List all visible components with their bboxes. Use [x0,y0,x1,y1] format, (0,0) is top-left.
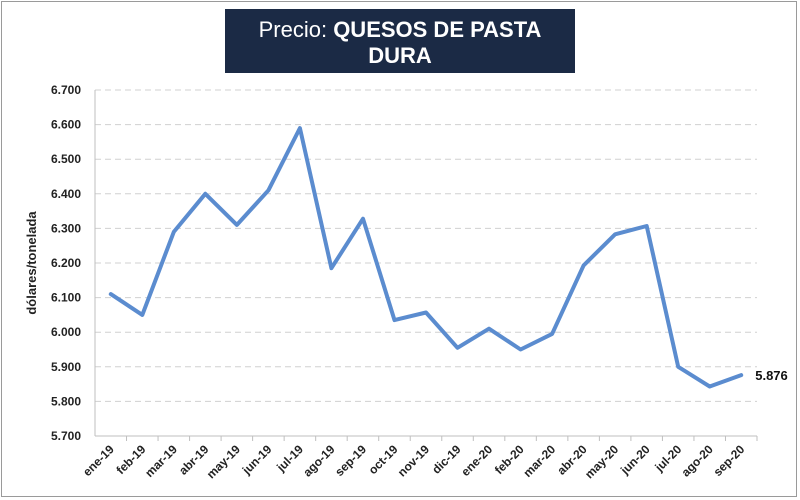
x-tick-label: ago-19 [300,442,337,479]
y-tick-label: 6.500 [51,152,81,166]
y-tick-label: 5.800 [51,394,81,408]
chart-title: Precio: QUESOS DE PASTA DURA [225,17,575,69]
title-main: QUESOS DE PASTA DURA [333,17,542,68]
y-tick-label: 6.100 [51,291,81,305]
chart-title-box: Precio: QUESOS DE PASTA DURA 04.06.90.10… [225,9,575,92]
x-tick-label: mar-20 [520,442,558,480]
x-tick-label: sep-19 [332,442,369,479]
x-tick-label: may-20 [582,442,621,481]
y-tick-label: 6.200 [51,256,81,270]
y-tick-label: 6.000 [51,325,81,339]
series-line-precio [108,126,744,389]
x-tick-label: jun-19 [239,442,275,478]
y-tick-label: 6.400 [51,187,81,201]
last-value-label: 5.876 [755,368,788,383]
x-tick-label: ene-20 [458,442,495,479]
y-axis-title: dólares/tonelada [24,211,39,315]
title-prefix: Precio: [258,17,334,42]
chart-subtitle: 04.06.90.10.190J [334,73,466,92]
x-tick-label: dic-19 [429,442,464,477]
y-tick-label: 6.600 [51,118,81,132]
y-tick-label: 6.700 [51,83,81,97]
x-tick-label: ago-20 [679,442,716,479]
x-tick-label: nov-19 [395,442,432,479]
y-tick-label: 6.300 [51,221,81,235]
x-tick-label: sep-20 [711,442,748,479]
x-tick-label: ene-19 [80,442,117,479]
y-tick-label: 5.700 [51,429,81,443]
y-tick-label: 5.900 [51,360,81,374]
x-tick-label: mar-19 [142,442,180,480]
x-tick-label: jun-20 [617,442,653,478]
x-tick-label: may-19 [204,442,243,481]
x-tick-label: oct-19 [366,442,401,477]
